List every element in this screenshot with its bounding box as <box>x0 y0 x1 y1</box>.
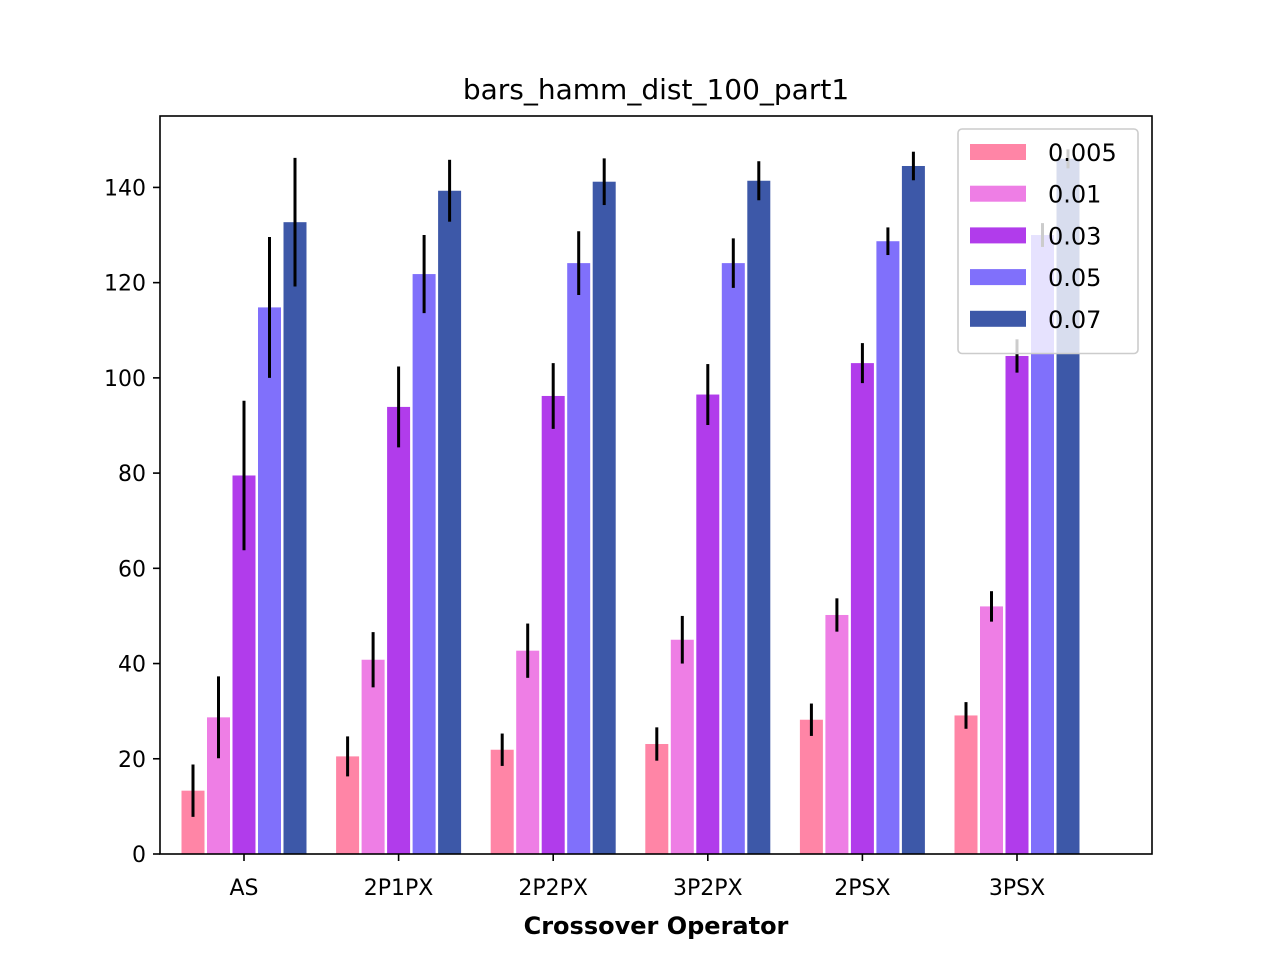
x-axis-label: Crossover Operator <box>524 912 789 940</box>
bar <box>696 394 720 854</box>
legend-swatch <box>970 185 1026 202</box>
y-tick-label: 0 <box>132 843 146 868</box>
chart-title: bars_hamm_dist_100_part1 <box>463 73 849 106</box>
y-axis: 0 20 40 60 80 100 120 140 <box>104 176 160 868</box>
bar <box>670 639 694 854</box>
bar <box>1005 355 1029 854</box>
bar <box>541 395 565 854</box>
bar <box>207 717 230 854</box>
x-tick-label: AS <box>229 876 258 901</box>
bar <box>980 606 1003 854</box>
y-tick-label: 20 <box>118 748 146 773</box>
bar <box>850 363 874 854</box>
x-tick-label: 3P2PX <box>673 876 743 901</box>
bar <box>1031 235 1054 854</box>
legend-label: 0.05 <box>1048 264 1101 292</box>
legend-label: 0.005 <box>1048 139 1117 167</box>
x-tick-label: 2P2PX <box>518 876 588 901</box>
legend-label: 0.01 <box>1048 181 1101 209</box>
bar <box>490 749 514 854</box>
x-tick-label: 2PSX <box>834 876 890 901</box>
bar <box>283 222 307 854</box>
y-tick-label: 140 <box>104 176 146 201</box>
x-tick-label: 3PSX <box>989 876 1045 901</box>
bar <box>181 790 205 854</box>
bars-layer <box>181 149 1080 855</box>
legend-box <box>957 128 1139 355</box>
bar <box>258 307 281 854</box>
plot-frame <box>159 115 1153 855</box>
y-tick-label: 60 <box>118 557 146 582</box>
bar <box>954 715 978 854</box>
bar <box>361 659 385 854</box>
legend-swatch <box>970 310 1026 327</box>
bar <box>412 274 436 854</box>
y-tick-label: 120 <box>104 272 146 297</box>
bar <box>232 475 256 854</box>
y-tick-label: 80 <box>118 462 146 487</box>
bar <box>645 744 669 854</box>
x-axis: AS 2P1PX 2P2PX 3P2PX 2PSX 3PSX <box>229 854 1045 901</box>
bar <box>336 756 360 854</box>
bar <box>438 190 462 854</box>
bar <box>901 165 925 855</box>
bar <box>592 181 616 854</box>
bar <box>825 614 849 854</box>
y-tick-label: 100 <box>104 367 146 392</box>
bar <box>747 180 771 854</box>
legend-swatch <box>970 144 1026 160</box>
bar <box>516 650 540 854</box>
x-tick-label: 2P1PX <box>364 876 434 901</box>
legend: 0.005 0.01 0.03 0.05 0.07 <box>957 128 1139 355</box>
bar <box>799 719 823 854</box>
bar <box>567 263 591 854</box>
bar <box>721 263 745 854</box>
y-tick-label: 40 <box>118 653 146 678</box>
legend-label: 0.07 <box>1048 306 1101 334</box>
bar <box>387 406 411 854</box>
legend-swatch <box>970 269 1026 286</box>
bar <box>876 241 900 855</box>
legend-swatch <box>970 227 1026 244</box>
legend-label: 0.03 <box>1048 222 1101 250</box>
